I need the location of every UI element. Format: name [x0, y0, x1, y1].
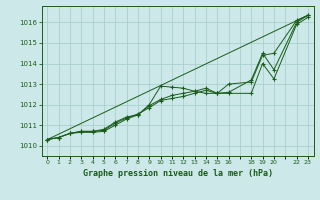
- X-axis label: Graphe pression niveau de la mer (hPa): Graphe pression niveau de la mer (hPa): [83, 169, 273, 178]
